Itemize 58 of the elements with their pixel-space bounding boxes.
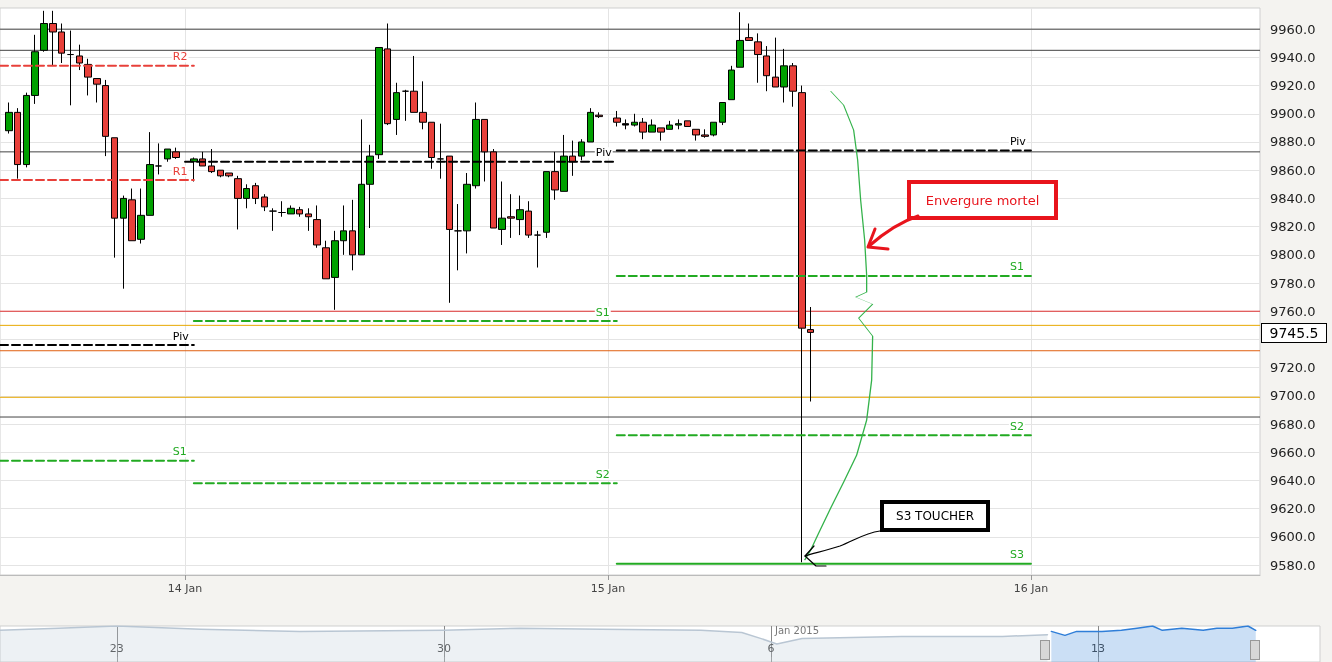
candlestick [313,204,321,249]
candlestick [261,193,268,212]
y-tick-label: 9680.0 [1270,416,1316,432]
y-tick-label: 9700.0 [1270,388,1316,404]
series-label: S1 [595,305,610,319]
candlestick [675,118,682,130]
y-tick-label: 9820.0 [1270,219,1316,235]
annotation: Jan 2015 [774,623,820,637]
series-label: S3 [1009,548,1024,562]
x-tick-label: 15 Jan [590,582,626,595]
series-label: S2 [595,467,610,481]
series-label: R1 [172,164,188,178]
y-tick-label: 9940.0 [1270,49,1316,65]
y-tick-label: 9800.0 [1270,247,1316,263]
series-label: Piv [1009,134,1027,148]
candlestick [807,306,814,403]
series-label: R2 [172,50,188,64]
candlestick [728,65,735,101]
series-label: Piv [172,329,190,343]
candlestick [155,142,162,175]
candlestick [93,78,101,103]
candlestick [754,32,762,84]
x-tick-label: 16 Jan [1013,582,1049,595]
y-tick-label: 9640.0 [1270,473,1316,488]
candlestick [305,207,312,232]
candlestick [719,102,726,126]
candlestick [67,30,74,106]
y-tick-label: 9920.0 [1270,78,1316,94]
y-tick-label: 9900.0 [1270,106,1316,122]
y-tick-label: 9760.0 [1270,303,1316,319]
y-tick-label: 9660.0 [1270,444,1316,460]
y-tick-label: 9880.0 [1270,134,1316,150]
y-tick-label: 9840.0 [1270,190,1316,206]
candlestick [534,230,541,269]
candlestick [393,82,400,136]
candlestick [102,79,109,157]
y-tick-label: 9620.0 [1270,501,1316,517]
candlestick [252,182,259,205]
y-tick-label: 9780.0 [1270,275,1316,291]
series-label: S1 [172,445,187,459]
annotation: S3 TOUCHER [880,500,990,532]
series-label: Piv [595,146,613,160]
candlestick [622,118,629,130]
y-tick-label: 9600.0 [1270,529,1316,545]
y-tick-label: 9720.0 [1270,360,1316,376]
text: 9745.5 [1261,323,1327,343]
candlestick [269,207,277,232]
series-label: S2 [1009,419,1024,433]
candlestick [349,199,356,271]
series-label: S1 [1009,260,1024,274]
annotation: Envergure mortel [907,180,1058,220]
y-tick-label: 9860.0 [1270,162,1316,178]
candlestick [763,45,770,92]
candlestick [684,120,691,127]
candlestick [613,110,621,127]
y-tick-label: 9960.0 [1270,21,1316,37]
y-tick-label: 9580.0 [1270,557,1316,573]
x-tick-label: 14 Jan [167,582,203,595]
